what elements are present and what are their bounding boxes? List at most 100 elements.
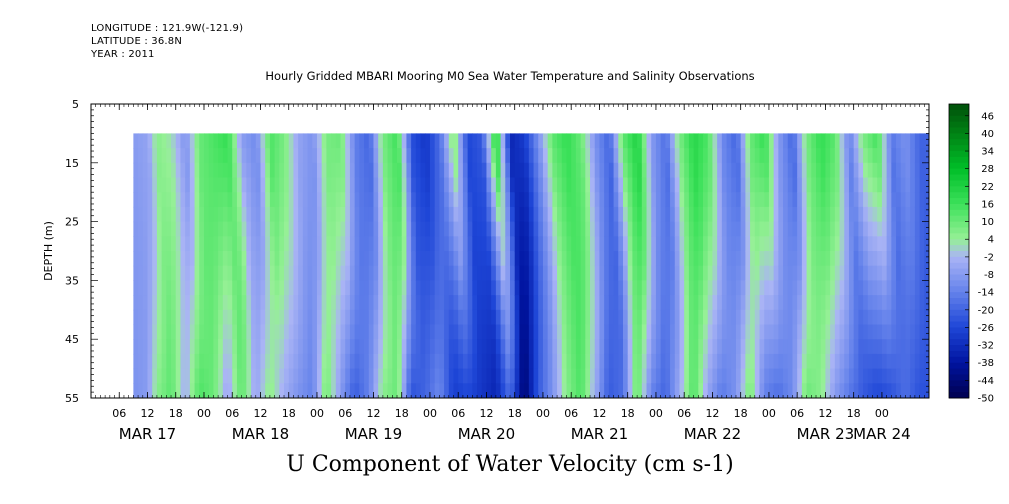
heatmap-cell [467,251,473,267]
heatmap-cell [712,324,718,340]
heatmap-cell [613,221,619,237]
heatmap-cell [608,177,615,193]
heatmap-cell [721,324,728,340]
heatmap-cell [613,309,619,326]
heatmap-cell [712,383,718,398]
heatmap-cell [924,148,929,164]
heatmap-cell [924,309,929,326]
heatmap-cell [773,236,779,252]
heatmap-cell [886,206,892,223]
heatmap-cell [877,353,883,370]
heatmap-cell [585,280,591,296]
heatmap-cell [599,221,605,237]
heatmap-cell [189,280,196,296]
heatmap-cell [284,236,290,252]
heatmap-cell [670,368,676,384]
heatmap-cell [613,295,619,311]
heatmap-cell [349,133,356,149]
heatmap-cell [156,221,163,237]
heatmap-cell [382,192,389,208]
heatmap-cell [147,236,153,252]
heatmap-cell [359,221,365,237]
heatmap-cell [477,339,483,355]
heatmap-cell [331,177,337,193]
heatmap-cell [505,265,511,281]
heatmap-cell [773,221,779,237]
heatmap-cell [613,353,619,370]
heatmap-cell [392,280,398,296]
heatmap-cell [161,339,167,355]
heatmap-cell [655,148,662,164]
heatmap-cell [524,265,530,281]
heatmap-cell [203,148,210,164]
heatmap-cell [773,177,779,193]
heatmap-cell [335,206,342,223]
heatmap-cell [542,280,549,296]
heatmap-cell [783,206,789,223]
heatmap-cell [721,221,728,237]
heatmap-cell [156,236,163,252]
heatmap-cell [302,251,309,267]
heatmap-cell [830,221,836,237]
heatmap-cell [241,324,247,340]
heatmap-cell [731,148,737,164]
heatmap-cell [896,368,902,384]
heatmap-cell [147,192,153,208]
heatmap-cell [203,309,210,326]
heatmap-cell [269,236,276,252]
heatmap-cell [816,309,822,326]
heatmap-cell [566,324,572,340]
heatmap-cell [655,236,662,252]
heatmap-cell [448,368,455,384]
heatmap-cell [312,353,318,370]
heatmap-cell [604,221,610,237]
heatmap-cell [354,192,360,208]
heatmap-cell [387,251,393,267]
heatmap-cell [171,162,177,179]
heatmap-cell [448,177,455,193]
heatmap-cell [538,368,544,384]
heatmap-cell [180,133,186,149]
heatmap-cell [284,324,290,340]
heatmap-cell [218,177,224,193]
heatmap-cell [627,251,634,267]
heatmap-cell [632,280,638,296]
heatmap-cell [453,177,459,193]
heatmap-cell [825,353,831,370]
heatmap-cell [637,236,643,252]
heatmap-cell [575,236,582,252]
heatmap-cell [514,206,521,223]
heatmap-cell [594,148,601,164]
heatmap-cell [199,206,205,223]
heatmap-cell [486,280,492,296]
heatmap-cell [213,133,219,149]
heatmap-cell [458,236,464,252]
heatmap-cell [816,368,822,384]
heatmap-cell [575,383,582,398]
heatmap-cell [919,339,925,355]
heatmap-cell [816,236,822,252]
heatmap-cell [557,295,563,311]
heatmap-cell [660,309,666,326]
heatmap-cell [382,162,389,179]
heatmap-cell [627,192,634,208]
heatmap-cell [505,192,511,208]
heatmap-cell [731,251,737,267]
heatmap-cell [260,251,266,267]
heatmap-cell [510,221,516,237]
heatmap-cell [232,368,238,384]
heatmap-cell [175,177,182,193]
heatmap-cell [133,339,139,355]
heatmap-cell [251,162,257,179]
heatmap-cell [717,368,723,384]
heatmap-cell [152,221,158,237]
heatmap-cell [312,177,318,193]
colorbar-frame [948,103,970,399]
heatmap-cell [288,162,295,179]
heatmap-cell [175,339,182,355]
heatmap-cell [439,280,445,296]
heatmap-cell [156,162,163,179]
heatmap-cell [622,265,629,281]
heatmap-cell [891,221,897,237]
heatmap-cell [378,295,384,311]
